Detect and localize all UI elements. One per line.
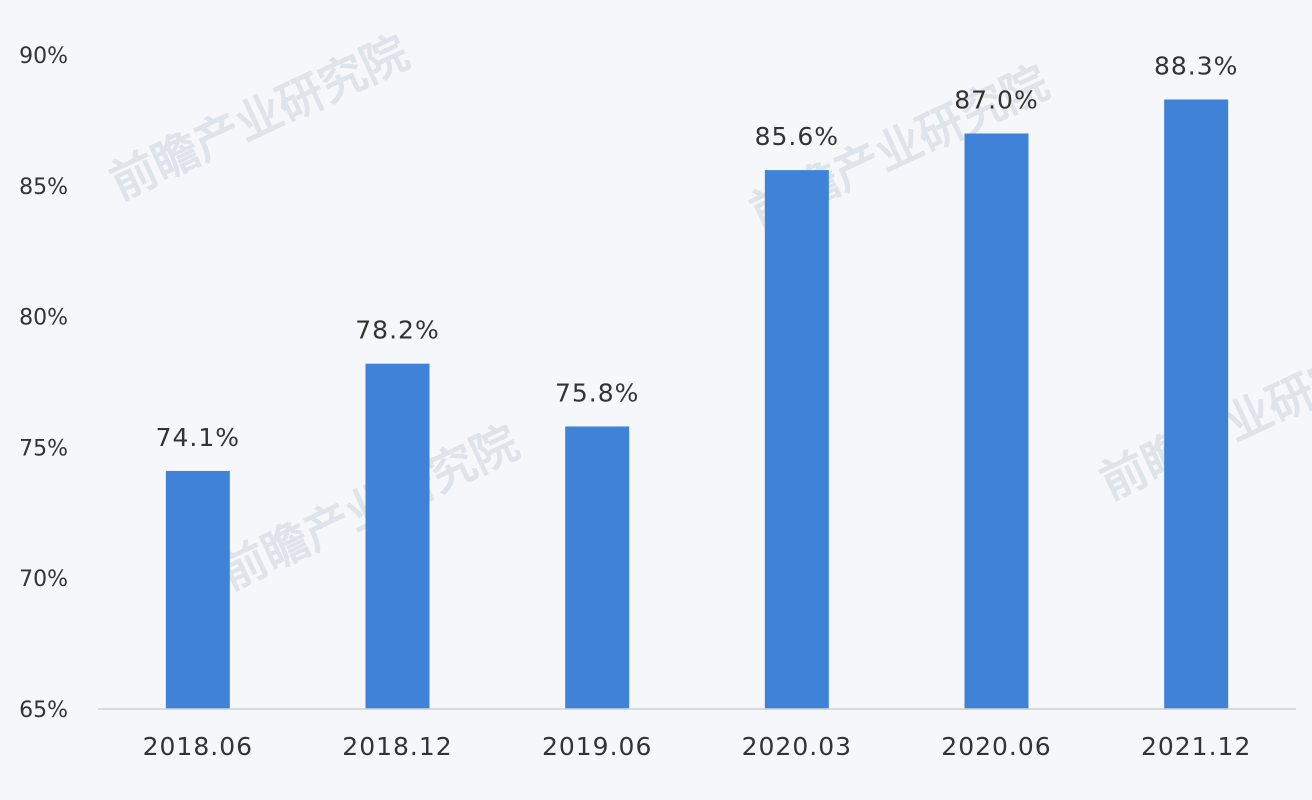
data-label: 85.6% — [755, 122, 839, 151]
watermark-text-1: 前瞻产业研究院 — [102, 25, 417, 210]
y-tick-label: 85% — [19, 175, 68, 200]
bar[interactable] — [764, 170, 829, 709]
data-label: 78.2% — [355, 316, 439, 345]
y-tick-label: 80% — [19, 306, 68, 331]
x-tick-label: 2019.06 — [542, 732, 652, 761]
x-tick-label: 2018.06 — [143, 732, 253, 761]
data-label: 87.0% — [954, 85, 1038, 114]
x-tick-label: 2020.03 — [742, 732, 852, 761]
bar[interactable] — [1164, 99, 1229, 710]
bar[interactable] — [365, 363, 430, 709]
x-tick-label: 2020.06 — [941, 732, 1051, 761]
bar[interactable] — [565, 426, 630, 709]
x-axis: 2018.06 2018.12 2019.06 2020.03 2020.06 2021.… — [143, 732, 1251, 761]
y-tick-label: 70% — [19, 567, 68, 592]
x-tick-label: 2021.12 — [1141, 732, 1251, 761]
data-label: 75.8% — [555, 378, 639, 407]
data-label: 88.3% — [1154, 51, 1238, 80]
y-tick-label: 75% — [19, 436, 68, 461]
data-labels: 74.1% 78.2% 75.8% 85.6% 87.0% 88.3% — [156, 51, 1238, 452]
bar[interactable] — [165, 470, 230, 709]
bar[interactable] — [964, 133, 1029, 710]
y-tick-label: 90% — [19, 44, 68, 69]
y-tick-label: 65% — [19, 698, 68, 723]
watermark: 前瞻产业研究院 前瞻产业研究院 前瞻产业研究院 前瞻产业研究院 — [102, 25, 1312, 600]
x-tick-label: 2018.12 — [342, 732, 452, 761]
data-label: 74.1% — [156, 423, 240, 452]
bars — [165, 99, 1229, 710]
y-axis: 65% 70% 75% 80% 85% 90% — [19, 44, 68, 723]
